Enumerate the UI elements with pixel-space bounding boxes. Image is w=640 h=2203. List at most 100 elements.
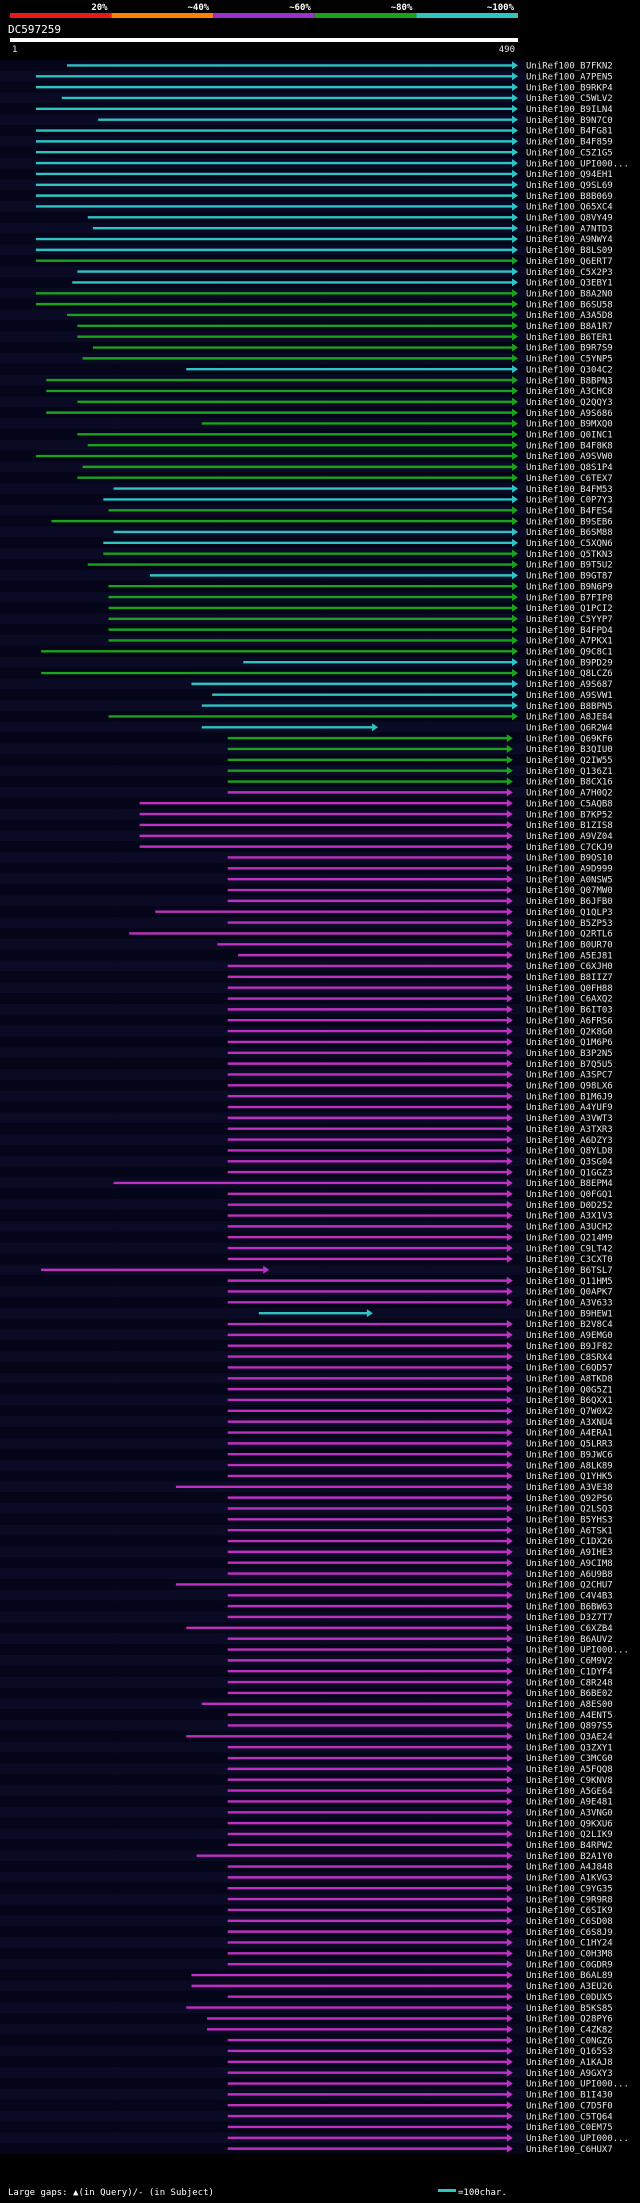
hit-label[interactable]: UniRef100_C1HY24 <box>526 1939 613 1949</box>
hit-label[interactable]: UniRef100_B4FM53 <box>526 485 613 495</box>
hit-label[interactable]: UniRef100_C6SD08 <box>526 1917 613 1927</box>
hit-label[interactable]: UniRef100_C5XQN6 <box>526 539 613 549</box>
hit-label[interactable]: UniRef100_B8CX16 <box>526 778 613 788</box>
hit-label[interactable]: UniRef100_A5GE64 <box>526 1787 613 1797</box>
hit-label[interactable]: UniRef100_B9ILN4 <box>526 105 613 115</box>
hit-label[interactable]: UniRef100_C5AQB8 <box>526 799 613 809</box>
hit-label[interactable]: UniRef100_Q07MW0 <box>526 886 613 896</box>
hit-label[interactable]: UniRef100_B4FG81 <box>526 127 613 137</box>
hit-label[interactable]: UniRef100_C5YNP5 <box>526 355 613 365</box>
hit-label[interactable]: UniRef100_UPI000... <box>526 1646 629 1656</box>
hit-label[interactable]: UniRef100_C6TEX7 <box>526 474 613 484</box>
hit-label[interactable]: UniRef100_B6AUV2 <box>526 1635 613 1645</box>
hit-label[interactable]: UniRef100_Q3EBY1 <box>526 279 613 289</box>
hit-label[interactable]: UniRef100_C0NGZ6 <box>526 2036 613 2046</box>
hit-label[interactable]: UniRef100_C9LT42 <box>526 1244 613 1254</box>
hit-label[interactable]: UniRef100_Q65XC4 <box>526 203 613 213</box>
hit-label[interactable]: UniRef100_B4RPW2 <box>526 1841 613 1851</box>
hit-label[interactable]: UniRef100_Q0G5Z1 <box>526 1385 613 1395</box>
hit-label[interactable]: UniRef100_Q92PS6 <box>526 1494 613 1504</box>
hit-label[interactable]: UniRef100_B2V8C4 <box>526 1320 613 1330</box>
hit-label[interactable]: UniRef100_C0P7Y3 <box>526 496 613 506</box>
hit-label[interactable]: UniRef100_A9NWY4 <box>526 235 613 245</box>
hit-label[interactable]: UniRef100_Q1M6P6 <box>526 1038 613 1048</box>
hit-label[interactable]: UniRef100_C5WLV2 <box>526 94 613 104</box>
hit-label[interactable]: UniRef100_B8BPN3 <box>526 376 613 386</box>
hit-label[interactable]: UniRef100_C3CXT0 <box>526 1255 613 1265</box>
hit-label[interactable]: UniRef100_B9N6P9 <box>526 582 613 592</box>
hit-label[interactable]: UniRef100_A9D999 <box>526 865 613 875</box>
hit-label[interactable]: UniRef100_A3A5D8 <box>526 311 613 321</box>
hit-label[interactable]: UniRef100_B8B069 <box>526 192 613 202</box>
hit-label[interactable]: UniRef100_C3MCG0 <box>526 1754 613 1764</box>
hit-label[interactable]: UniRef100_B4F8K8 <box>526 441 613 451</box>
hit-label[interactable]: UniRef100_B9GT87 <box>526 572 613 582</box>
hit-label[interactable]: UniRef100_C6XZB4 <box>526 1624 613 1634</box>
hit-label[interactable]: UniRef100_B9QS10 <box>526 854 613 864</box>
hit-label[interactable]: UniRef100_Q11HM5 <box>526 1277 613 1287</box>
hit-label[interactable]: UniRef100_Q98LX6 <box>526 1082 613 1092</box>
hit-label[interactable]: UniRef100_B8EPM4 <box>526 1179 613 1189</box>
hit-label[interactable]: UniRef100_A9CIM8 <box>526 1559 613 1569</box>
hit-label[interactable]: UniRef100_A3VE38 <box>526 1483 613 1493</box>
hit-label[interactable]: UniRef100_A9EMG0 <box>526 1331 613 1341</box>
hit-label[interactable]: UniRef100_C6M9V2 <box>526 1657 613 1667</box>
hit-label[interactable]: UniRef100_A7PKX1 <box>526 637 613 647</box>
hit-label[interactable]: UniRef100_A4J848 <box>526 1863 613 1873</box>
hit-label[interactable]: UniRef100_Q69KF6 <box>526 734 613 744</box>
hit-label[interactable]: UniRef100_Q2QQY3 <box>526 398 613 408</box>
hit-label[interactable]: UniRef100_B9JF82 <box>526 1342 613 1352</box>
hit-label[interactable]: UniRef100_A1KVG3 <box>526 1874 613 1884</box>
hit-label[interactable]: UniRef100_C0GDR9 <box>526 1960 613 1970</box>
hit-label[interactable]: UniRef100_A8TKD8 <box>526 1374 613 1384</box>
hit-label[interactable]: UniRef100_UPI000... <box>526 159 629 169</box>
hit-label[interactable]: UniRef100_C6AXQ2 <box>526 995 613 1005</box>
hit-label[interactable]: UniRef100_Q94EH1 <box>526 170 613 180</box>
hit-label[interactable]: UniRef100_C6QD57 <box>526 1364 613 1374</box>
hit-label[interactable]: UniRef100_D3Z7T7 <box>526 1613 613 1623</box>
hit-label[interactable]: UniRef100_A4ERA1 <box>526 1429 613 1439</box>
hit-label[interactable]: UniRef100_C6SIK9 <box>526 1906 613 1916</box>
hit-label[interactable]: UniRef100_C4V4B3 <box>526 1591 613 1601</box>
hit-label[interactable]: UniRef100_Q1PCI2 <box>526 604 613 614</box>
hit-label[interactable]: UniRef100_Q8VY49 <box>526 214 613 224</box>
hit-label[interactable]: UniRef100_B4FPD4 <box>526 626 613 636</box>
hit-label[interactable]: UniRef100_C1DYF4 <box>526 1667 613 1677</box>
hit-label[interactable]: UniRef100_A9SVW0 <box>526 452 613 462</box>
hit-label[interactable]: UniRef100_A3EU26 <box>526 1982 613 1992</box>
hit-label[interactable]: UniRef100_A8JE84 <box>526 713 613 723</box>
hit-label[interactable]: UniRef100_C6XJH0 <box>526 962 613 972</box>
hit-label[interactable]: UniRef100_C0H3M8 <box>526 1950 613 1960</box>
hit-label[interactable]: UniRef100_C0DUX5 <box>526 1993 613 2003</box>
hit-label[interactable]: UniRef100_B1ZIS8 <box>526 821 613 831</box>
hit-label[interactable]: UniRef100_D0D252 <box>526 1201 613 1211</box>
hit-label[interactable]: UniRef100_C5Z1G5 <box>526 148 613 158</box>
hit-label[interactable]: UniRef100_Q5LRR3 <box>526 1440 613 1450</box>
hit-label[interactable]: UniRef100_B5YHS3 <box>526 1516 613 1526</box>
hit-label[interactable]: UniRef100_B6BE02 <box>526 1689 613 1699</box>
hit-label[interactable]: UniRef100_B6BW63 <box>526 1602 613 1612</box>
hit-label[interactable]: UniRef100_A3TXR3 <box>526 1125 613 1135</box>
hit-label[interactable]: UniRef100_Q8YLD8 <box>526 1147 613 1157</box>
hit-label[interactable]: UniRef100_Q8LCZ6 <box>526 669 613 679</box>
hit-label[interactable]: UniRef100_Q2K8G0 <box>526 1027 613 1037</box>
hit-label[interactable]: UniRef100_A7H0Q2 <box>526 789 613 799</box>
hit-label[interactable]: UniRef100_B3P2N5 <box>526 1049 613 1059</box>
hit-label[interactable]: UniRef100_A9GXY3 <box>526 2069 613 2079</box>
hit-label[interactable]: UniRef100_C0EM75 <box>526 2123 613 2133</box>
hit-label[interactable]: UniRef100_A3UCH2 <box>526 1223 613 1233</box>
hit-label[interactable]: UniRef100_A7PEN5 <box>526 72 613 82</box>
hit-label[interactable]: UniRef100_B9PD29 <box>526 658 613 668</box>
hit-label[interactable]: UniRef100_B6AL89 <box>526 1971 613 1981</box>
hit-label[interactable]: UniRef100_A4YUF9 <box>526 1103 613 1113</box>
hit-label[interactable]: UniRef100_Q2LSQ3 <box>526 1505 613 1515</box>
hit-label[interactable]: UniRef100_Q28PY6 <box>526 2015 613 2025</box>
hit-label[interactable]: UniRef100_A4ENT5 <box>526 1711 613 1721</box>
hit-label[interactable]: UniRef100_A6U9B8 <box>526 1570 613 1580</box>
hit-label[interactable]: UniRef100_Q8S1P4 <box>526 463 613 473</box>
hit-label[interactable]: UniRef100_A9SVW1 <box>526 691 613 701</box>
hit-label[interactable]: UniRef100_C7D5F0 <box>526 2101 613 2111</box>
hit-label[interactable]: UniRef100_UPI000... <box>526 2080 629 2090</box>
hit-label[interactable]: UniRef100_B1I430 <box>526 2091 613 2101</box>
hit-label[interactable]: UniRef100_A3VWT3 <box>526 1114 613 1124</box>
